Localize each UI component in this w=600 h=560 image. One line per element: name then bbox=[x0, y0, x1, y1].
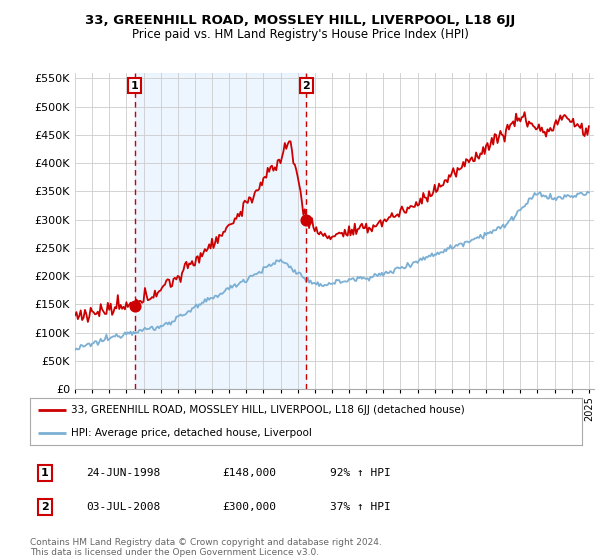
Text: Price paid vs. HM Land Registry's House Price Index (HPI): Price paid vs. HM Land Registry's House … bbox=[131, 28, 469, 41]
Text: 33, GREENHILL ROAD, MOSSLEY HILL, LIVERPOOL, L18 6JJ: 33, GREENHILL ROAD, MOSSLEY HILL, LIVERP… bbox=[85, 14, 515, 27]
Bar bbox=[134, 73, 307, 389]
Text: £148,000: £148,000 bbox=[222, 468, 276, 478]
Text: £300,000: £300,000 bbox=[222, 502, 276, 512]
Text: HPI: Average price, detached house, Liverpool: HPI: Average price, detached house, Live… bbox=[71, 428, 312, 438]
Text: 2: 2 bbox=[41, 502, 49, 512]
Text: 1: 1 bbox=[131, 81, 139, 91]
Text: 37% ↑ HPI: 37% ↑ HPI bbox=[329, 502, 391, 512]
Point bbox=[130, 301, 139, 310]
Text: 2: 2 bbox=[302, 81, 310, 91]
Text: 33, GREENHILL ROAD, MOSSLEY HILL, LIVERPOOL, L18 6JJ (detached house): 33, GREENHILL ROAD, MOSSLEY HILL, LIVERP… bbox=[71, 405, 465, 416]
Text: 1: 1 bbox=[41, 468, 49, 478]
Text: Contains HM Land Registry data © Crown copyright and database right 2024.
This d: Contains HM Land Registry data © Crown c… bbox=[30, 538, 382, 557]
Text: 24-JUN-1998: 24-JUN-1998 bbox=[86, 468, 160, 478]
Text: 03-JUL-2008: 03-JUL-2008 bbox=[86, 502, 160, 512]
Text: 92% ↑ HPI: 92% ↑ HPI bbox=[329, 468, 391, 478]
Point bbox=[302, 215, 311, 224]
